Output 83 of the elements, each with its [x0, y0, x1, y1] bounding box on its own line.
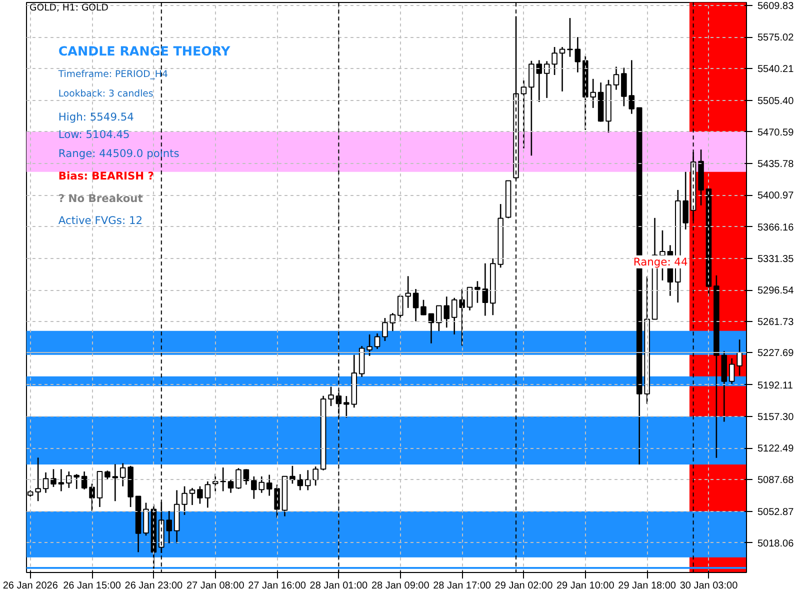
- candlestick: [428, 313, 434, 344]
- annotation: Timeframe: PERIOD_H4: [57, 68, 168, 80]
- annotation: Active FVGs: 12: [58, 214, 143, 227]
- y-tick-label: 5505.40: [758, 96, 794, 107]
- x-tick-label: 26 Jan 15:00: [63, 580, 122, 592]
- candlestick: [420, 299, 426, 316]
- x-tick-label: 27 Jan 08:00: [186, 580, 245, 592]
- y-tick-label: 5400.97: [758, 190, 794, 202]
- candlestick: [228, 479, 234, 494]
- candlestick: [236, 467, 242, 490]
- y-tick-label: 5296.54: [758, 286, 794, 297]
- x-tick-label: 29 Jan 18:00: [618, 580, 676, 592]
- candlestick: [366, 334, 372, 357]
- candlestick: [243, 468, 250, 486]
- annotation: Range: 44509.0 points: [58, 146, 180, 160]
- annotation: Bias: BEARISH ?: [58, 170, 154, 183]
- candlestick: [212, 473, 218, 492]
- y-tick-label: 5609.83: [758, 0, 794, 12]
- candlestick: [459, 288, 465, 346]
- y-tick-label: 5331.35: [758, 254, 794, 265]
- candlestick: [390, 312, 396, 332]
- candlestick: [42, 472, 49, 494]
- candlestick: [89, 483, 95, 512]
- candlestick: [266, 474, 272, 496]
- y-tick-label: 5157.30: [758, 412, 794, 423]
- candlestick: [559, 46, 566, 92]
- y-tick-label: 5575.02: [758, 32, 794, 44]
- y-tick-label: 5052.87: [758, 506, 794, 518]
- candlestick: [482, 262, 488, 316]
- candlestick: [58, 468, 64, 492]
- candlestick: [574, 36, 581, 73]
- x-tick-label: 28 Jan 01:00: [310, 580, 368, 592]
- candlestick: [120, 462, 126, 487]
- x-tick-label: 27 Jan 16:00: [248, 580, 306, 592]
- candlestick: [297, 473, 304, 491]
- candlestick: [143, 502, 149, 536]
- x-tick-label: 30 Jan 03:00: [680, 580, 738, 592]
- candlestick: [466, 286, 473, 312]
- candlestick: [736, 338, 742, 376]
- candlestick: [312, 466, 318, 486]
- candlestick: [35, 456, 41, 502]
- candlestick: [451, 297, 458, 336]
- y-tick-label: 5470.59: [758, 127, 794, 138]
- y-tick-label: 5435.78: [758, 159, 794, 170]
- annotation: High: 5549.54: [58, 110, 134, 124]
- candlestick: [728, 358, 735, 385]
- candlestick: [520, 80, 527, 150]
- y-tick-label: 5227.69: [758, 348, 794, 360]
- candlestick: [328, 386, 334, 407]
- y-tick-label: 5192.11: [758, 380, 794, 392]
- annotation: ? No Breakout: [58, 192, 143, 206]
- candlestick: [189, 487, 196, 506]
- candlestick: [81, 470, 88, 490]
- candlestick: [182, 486, 188, 516]
- x-tick-label: 28 Jan 09:00: [371, 580, 430, 592]
- candlestick: [374, 332, 380, 350]
- x-tick-label: 26 Jan 23:00: [124, 580, 184, 592]
- y-tick-label: 5261.73: [758, 317, 794, 328]
- y-tick-label: 5122.49: [758, 444, 794, 455]
- candlestick: [50, 468, 56, 488]
- y-tick-label: 5018.06: [758, 538, 794, 550]
- y-tick-label: 5087.68: [758, 475, 794, 486]
- candlestick: [112, 464, 118, 502]
- x-tick-label: 29 Jan 10:00: [556, 580, 615, 592]
- x-tick-label: 29 Jan 02:00: [494, 580, 554, 592]
- y-tick-label: 5366.16: [758, 222, 794, 234]
- candlestick: [382, 317, 388, 342]
- x-tick-label: 28 Jan 17:00: [433, 580, 492, 592]
- candlestick: [304, 469, 311, 491]
- annotation: Low: 5104.45: [58, 128, 130, 142]
- annotation: CANDLE RANGE THEORY: [58, 43, 231, 58]
- y-tick-label: 5540.21: [758, 64, 794, 76]
- candlestick: [544, 60, 550, 99]
- annotation: Range: 44: [633, 255, 688, 268]
- candlestick: [474, 280, 480, 304]
- annotation: Lookback: 3 candles: [58, 88, 154, 100]
- candlestick: [412, 288, 419, 322]
- candlestick: [204, 480, 211, 508]
- candlestick: [613, 66, 620, 90]
- x-tick-label: 26 Jan 2026: [2, 580, 58, 592]
- candlestick: [552, 46, 558, 76]
- chart-title: GOLD, H1: GOLD: [30, 2, 108, 14]
- candlestick: [197, 486, 203, 504]
